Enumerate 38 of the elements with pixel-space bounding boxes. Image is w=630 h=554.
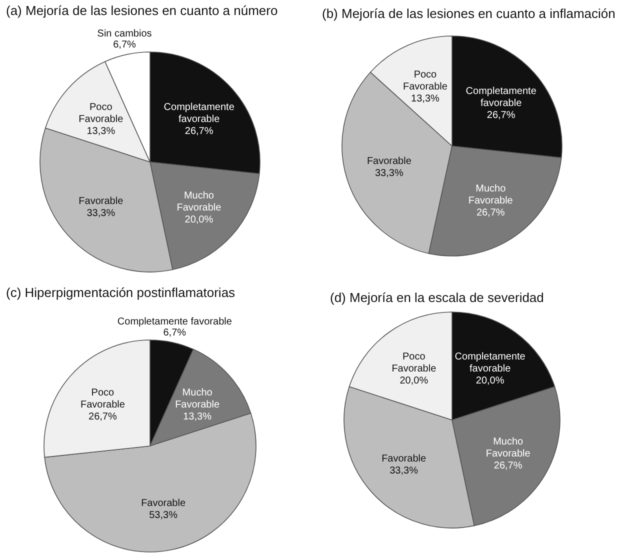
slice-label: Poco Favorable — [402, 70, 448, 93]
data-label: 33,3% — [86, 208, 116, 220]
data-label: 33,3% — [374, 168, 404, 180]
data-label: 26,7% — [494, 460, 522, 472]
data-label: 53,3% — [149, 510, 178, 522]
slice-label: Favorable — [382, 453, 426, 464]
slice-label: Favorable — [78, 196, 124, 208]
data-label: 13,3% — [183, 411, 212, 422]
data-label: 6,7% — [113, 40, 136, 51]
data-label: 26,7% — [184, 126, 214, 137]
chart-title: (c) Hiperpigmentación postinflamatorias — [6, 285, 236, 300]
data-label: 13,3% — [411, 94, 440, 105]
data-label: 20,0% — [184, 214, 214, 226]
data-label: 20,0% — [476, 376, 504, 387]
slice-label: Sin cambios — [97, 28, 152, 40]
slice-label: Favorable — [141, 498, 186, 510]
slice-label: Mucho Favorable — [468, 184, 514, 207]
slice-label: Poco Favorable — [78, 102, 124, 125]
slice-label: Mucho Favorable — [486, 436, 531, 460]
slice-label: Completamente favorable — [164, 102, 235, 125]
slice-label: Completamente favorable — [454, 352, 526, 375]
data-label: 26,7% — [486, 110, 516, 121]
chart-title: (d) Mejoría en la escala de severidad — [330, 290, 544, 305]
data-label: 20,0% — [400, 376, 428, 387]
chart-title: (b) Mejoría de las lesiones en cuanto a inflamación — [322, 6, 616, 21]
slice-label: Poco Favorable — [392, 352, 437, 375]
slice-label: Poco Favorable — [80, 387, 126, 410]
slice-label: Favorable — [366, 156, 412, 168]
chart-title: (a) Mejoría de las lesiones en cuanto a número — [6, 3, 278, 18]
slice-label: Mucho Favorable — [175, 387, 220, 410]
data-label: 26,7% — [88, 411, 117, 422]
slice-label: Mucho Favorable — [176, 190, 222, 214]
slice-label: Completamente favorable — [466, 86, 537, 109]
data-label: 26,7% — [476, 208, 505, 219]
data-label: 13,3% — [86, 126, 116, 137]
data-label: 33,3% — [390, 465, 418, 476]
slice-label: Completamente favorable — [117, 316, 232, 328]
data-label: 6,7% — [163, 328, 186, 339]
